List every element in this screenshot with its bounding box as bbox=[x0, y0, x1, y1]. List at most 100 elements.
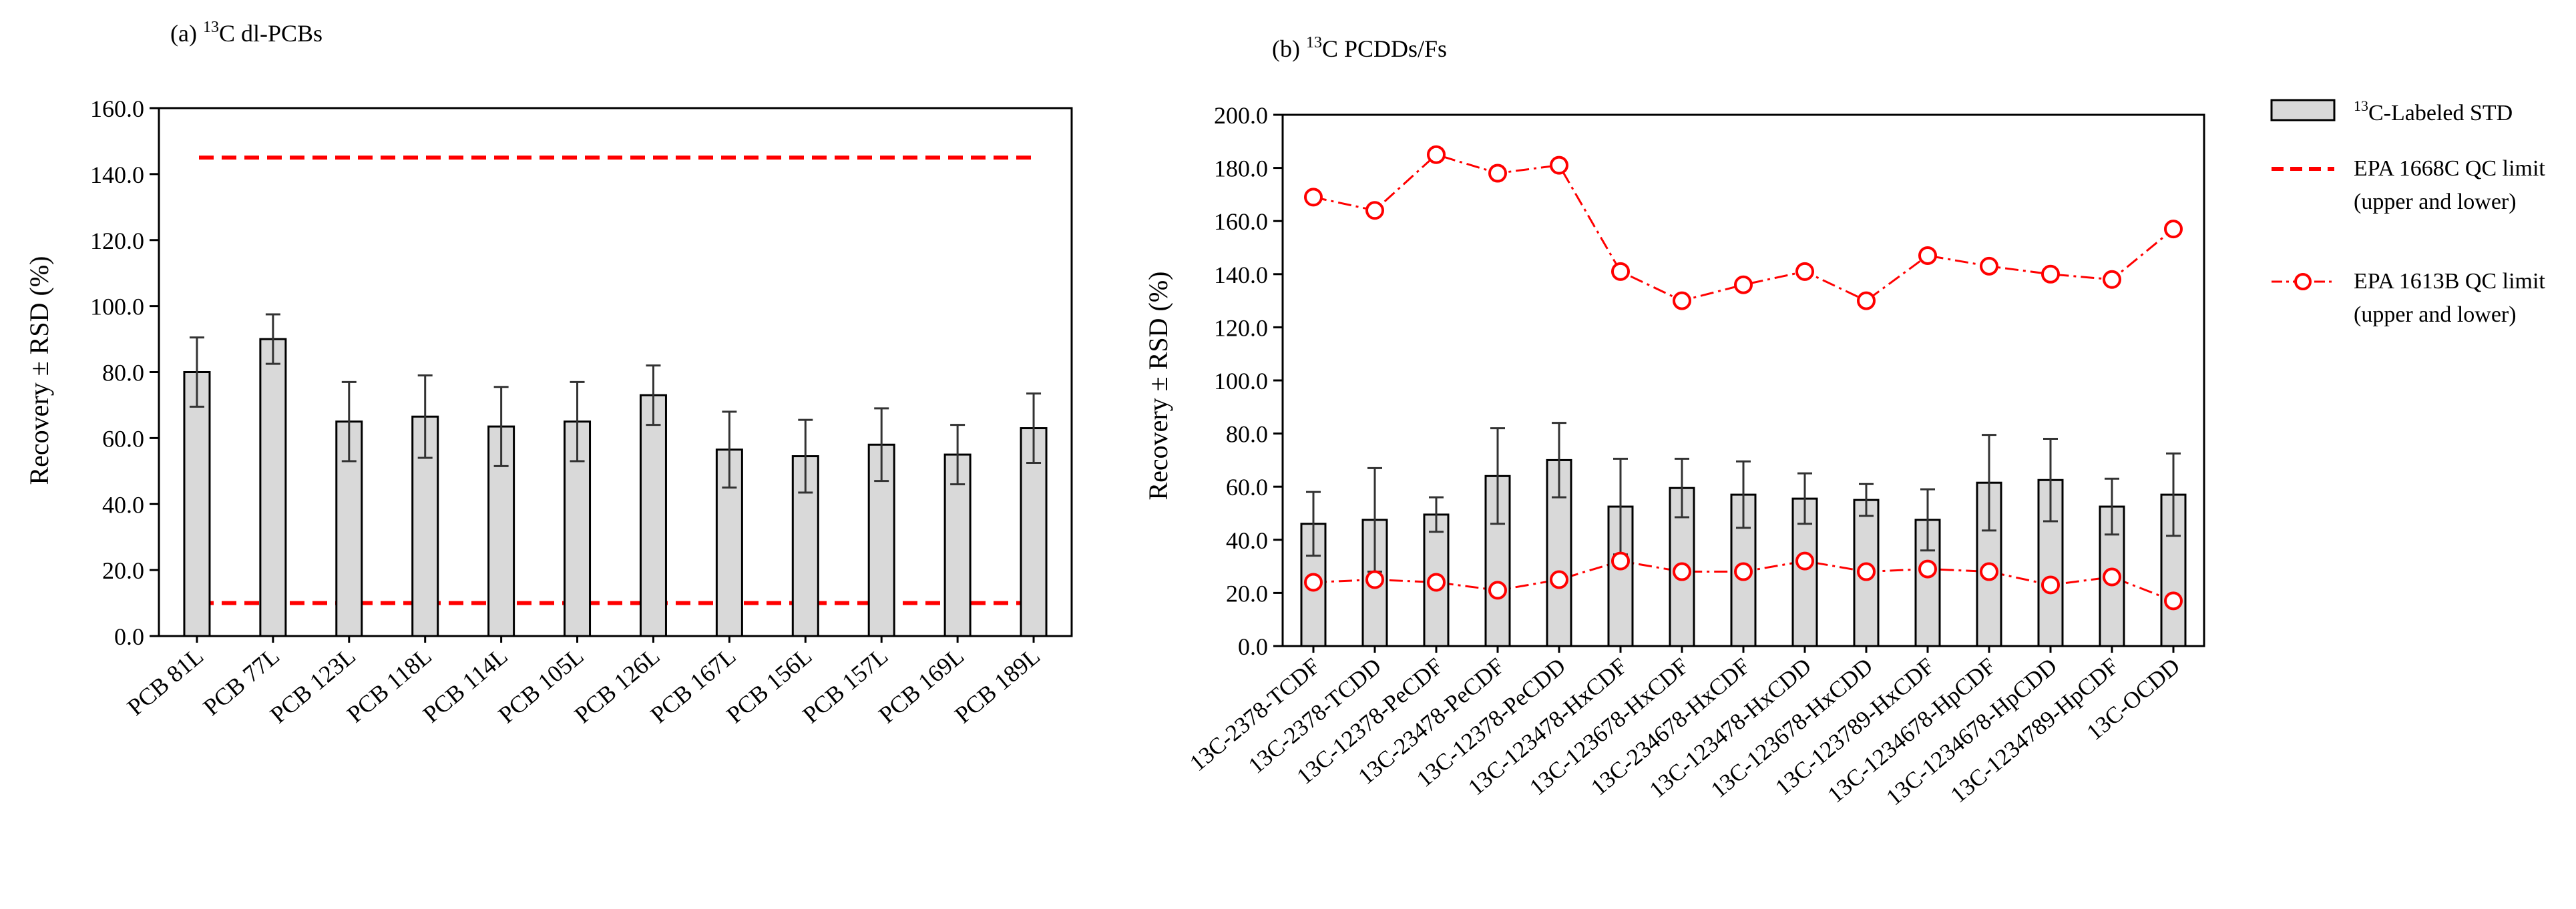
b-error-bar bbox=[1982, 434, 1996, 532]
b-limit-point-1613b-lower bbox=[1734, 562, 1753, 581]
b-limit-point-1613b-upper bbox=[1304, 188, 1323, 207]
a-plot-frame bbox=[158, 107, 1073, 637]
panel-b-y-axis-label: Recovery ± RSD (%) bbox=[1143, 272, 1173, 501]
b-error-bar bbox=[1429, 496, 1444, 533]
b-error-bar bbox=[1736, 460, 1751, 529]
a-ytick-label: 40.0 bbox=[102, 491, 144, 518]
b-limit-point-1613b-lower bbox=[2103, 567, 2121, 587]
a-error-bar bbox=[950, 424, 965, 486]
b-limit-point-1613b-upper bbox=[1795, 262, 1814, 281]
b-error-bar bbox=[2105, 477, 2119, 536]
b-error-bar bbox=[1490, 427, 1505, 525]
a-xtick-label: PCB 167L bbox=[646, 642, 741, 728]
legend-label-1668c-sub: (upper and lower) bbox=[2354, 190, 2517, 214]
a-error-bar bbox=[417, 374, 433, 459]
b-limit-point-1613b-upper bbox=[1427, 145, 1446, 164]
legend-label-1613b-sub: (upper and lower) bbox=[2354, 302, 2517, 327]
a-bar bbox=[259, 338, 287, 637]
b-error-bar bbox=[1306, 491, 1321, 557]
a-xtick-label: PCB 105L bbox=[493, 642, 589, 728]
b-limit-point-1613b-lower bbox=[1365, 570, 1384, 589]
panel-b-title: (b) 13C PCDDs/Fs bbox=[1272, 34, 1447, 62]
b-ytick-label: 80.0 bbox=[1226, 421, 1268, 448]
a-xtick-label: PCB 123L bbox=[265, 642, 361, 728]
b-limit-point-1613b-lower bbox=[1857, 562, 1876, 581]
b-limit-point-1613b-upper bbox=[2164, 220, 2183, 239]
a-error-bar bbox=[874, 407, 889, 483]
b-limit-point-1613b-upper bbox=[2103, 270, 2121, 289]
a-error-bar bbox=[341, 380, 357, 463]
b-limit-point-1613b-upper bbox=[1673, 291, 1691, 310]
a-bar bbox=[183, 371, 211, 637]
b-limit-point-1613b-upper bbox=[1488, 164, 1507, 183]
b-limit-point-1613b-lower bbox=[2164, 591, 2183, 611]
b-limit-point-1613b-lower bbox=[2041, 575, 2060, 595]
b-limit-point-1613b-lower bbox=[1488, 581, 1507, 600]
b-limit-point-1613b-lower bbox=[1795, 551, 1814, 571]
a-xtick-label: PCB 157L bbox=[797, 642, 893, 728]
b-error-bar bbox=[1552, 422, 1566, 499]
b-error-bar bbox=[2166, 452, 2181, 537]
b-limit-point-1613b-lower bbox=[1673, 562, 1691, 581]
b-ytick-label: 40.0 bbox=[1226, 527, 1268, 554]
b-ytick-label: 60.0 bbox=[1226, 474, 1268, 501]
a-error-bar bbox=[1026, 392, 1042, 464]
b-limit-point-1613b-lower bbox=[1304, 573, 1323, 592]
panel-a-title: (a) 13C dl-PCBs bbox=[170, 19, 323, 47]
b-error-bar bbox=[1920, 488, 1935, 552]
b-ytick-label: 160.0 bbox=[1214, 208, 1268, 235]
a-ytick-label: 80.0 bbox=[102, 360, 144, 386]
a-ytick-label: 20.0 bbox=[102, 557, 144, 584]
a-ytick-label: 120.0 bbox=[90, 228, 144, 254]
b-ytick-label: 140.0 bbox=[1214, 262, 1268, 288]
b-limit-point-1613b-lower bbox=[1550, 570, 1568, 589]
b-limit-point-1613b-lower bbox=[1611, 551, 1630, 571]
a-ytick-label: 0.0 bbox=[114, 623, 144, 650]
a-error-bar bbox=[493, 386, 509, 467]
a-bar bbox=[639, 394, 667, 637]
a-error-bar bbox=[189, 336, 204, 408]
a-xtick-label: PCB 126L bbox=[570, 642, 665, 728]
a-ytick-label: 60.0 bbox=[102, 425, 144, 452]
b-limit-point-1613b-upper bbox=[1611, 262, 1630, 281]
b-limit-point-1613b-lower bbox=[1427, 573, 1446, 592]
panel-b-pcdds: (b) 13C PCDDs/Fs Recovery ± RSD (%) 0.0 2… bbox=[1143, 34, 2205, 810]
b-limit-point-1613b-upper bbox=[1734, 275, 1753, 294]
b-limit-point-1613b-upper bbox=[1918, 246, 1937, 265]
legend-label-1668c: EPA 1668C QC limit bbox=[2354, 156, 2545, 181]
b-ytick-label: 180.0 bbox=[1214, 156, 1268, 182]
legend-swatch-bar bbox=[2270, 99, 2336, 121]
b-limit-point-1613b-upper bbox=[1980, 256, 1998, 276]
legend-label-std: 13C-Labeled STD bbox=[2354, 97, 2513, 125]
a-error-bar bbox=[570, 380, 585, 463]
a-error-bar bbox=[646, 364, 661, 426]
b-error-bar bbox=[1859, 483, 1874, 517]
b-error-bar bbox=[2043, 438, 2058, 523]
a-ytick-label: 140.0 bbox=[90, 162, 144, 188]
b-ytick-label: 0.0 bbox=[1238, 633, 1268, 660]
a-ytick-label: 100.0 bbox=[90, 294, 144, 320]
b-limit-point-1613b-upper bbox=[1550, 156, 1568, 175]
b-limit-point-1613b-upper bbox=[1857, 291, 1876, 310]
b-ytick-label: 200.0 bbox=[1214, 102, 1268, 129]
b-bar bbox=[1607, 505, 1634, 647]
b-error-bar bbox=[1675, 457, 1689, 519]
b-ytick-label: 100.0 bbox=[1214, 368, 1268, 394]
b-ytick-label: 20.0 bbox=[1226, 580, 1268, 607]
legend: 13C-Labeled STD EPA 1668C QC limit (uppe… bbox=[2270, 97, 2545, 327]
legend-label-1613b: EPA 1613B QC limit bbox=[2354, 269, 2545, 294]
a-xtick-label: PCB 156L bbox=[721, 642, 817, 728]
b-limit-point-1613b-lower bbox=[1980, 562, 1998, 581]
b-limit-point-1613b-upper bbox=[1365, 201, 1384, 220]
a-error-bar bbox=[265, 313, 280, 365]
a-xtick-label: PCB 81L bbox=[122, 642, 208, 720]
a-xtick-label: PCB 169L bbox=[873, 642, 969, 728]
b-error-bar bbox=[1797, 472, 1812, 525]
panel-a-pcbs: (a) 13C dl-PCBs Recovery ± RSD (%) 0.0 20… bbox=[24, 19, 1073, 729]
a-error-bar bbox=[722, 410, 737, 489]
panel-a-y-axis-label: Recovery ± RSD (%) bbox=[24, 256, 54, 485]
b-limit-point-1613b-upper bbox=[2041, 264, 2060, 284]
a-xtick-label: PCB 189L bbox=[949, 642, 1045, 728]
a-xtick-label: PCB 118L bbox=[342, 642, 437, 727]
